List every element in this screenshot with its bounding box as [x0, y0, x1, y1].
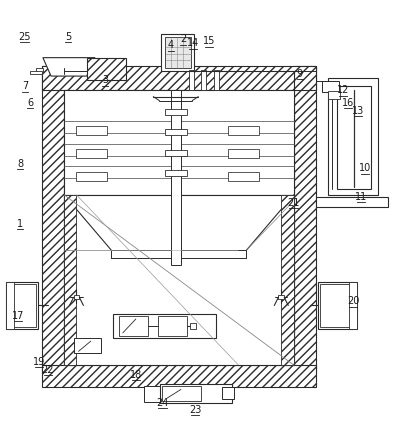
Bar	[76, 126, 107, 136]
Bar	[87, 58, 126, 80]
Bar	[30, 71, 42, 74]
Bar	[76, 149, 107, 158]
Text: 23: 23	[189, 405, 201, 415]
Text: 24: 24	[156, 397, 169, 408]
Bar	[349, 282, 357, 329]
Text: 4: 4	[168, 40, 174, 51]
Bar	[278, 295, 284, 299]
Text: 8: 8	[17, 159, 23, 169]
Text: 10: 10	[359, 163, 372, 173]
Bar	[160, 384, 232, 403]
Bar	[171, 90, 181, 264]
Bar	[120, 316, 148, 336]
Text: 11: 11	[355, 192, 367, 202]
Bar	[42, 365, 316, 387]
Bar	[281, 195, 293, 365]
Bar	[214, 70, 219, 90]
Bar	[76, 171, 107, 181]
Text: 9: 9	[297, 69, 303, 79]
Bar	[228, 171, 259, 181]
Bar	[337, 86, 372, 189]
Bar	[189, 70, 194, 90]
Bar	[64, 90, 293, 195]
Bar	[74, 295, 79, 299]
Text: 14: 14	[187, 38, 199, 48]
Text: 16: 16	[342, 98, 354, 108]
Bar	[164, 109, 187, 115]
Text: 3: 3	[102, 75, 108, 85]
Bar	[190, 323, 196, 329]
Bar	[158, 316, 187, 336]
Text: 17: 17	[12, 311, 25, 321]
Text: 1: 1	[17, 218, 23, 229]
Bar	[322, 81, 339, 93]
Bar	[162, 386, 201, 400]
Bar	[316, 197, 388, 207]
Bar	[64, 195, 293, 365]
Polygon shape	[43, 58, 95, 76]
Bar	[113, 314, 216, 338]
Bar	[222, 387, 234, 399]
Bar	[320, 284, 355, 327]
Bar	[328, 91, 340, 99]
Text: 21: 21	[287, 198, 300, 208]
Bar	[144, 386, 162, 402]
Text: 7: 7	[22, 82, 28, 91]
Bar	[64, 195, 76, 365]
Text: 25: 25	[18, 32, 31, 42]
Bar	[74, 338, 101, 354]
Text: 22: 22	[42, 365, 54, 375]
Bar	[318, 282, 357, 329]
Text: 5: 5	[65, 32, 72, 42]
Bar	[8, 284, 36, 327]
Text: 2: 2	[180, 34, 186, 44]
Text: 19: 19	[33, 357, 45, 367]
Text: 6: 6	[27, 98, 33, 108]
Text: 12: 12	[337, 85, 349, 95]
Bar	[328, 78, 378, 195]
Bar	[201, 70, 206, 90]
Bar	[228, 149, 259, 158]
Text: 13: 13	[352, 106, 364, 116]
Bar	[293, 66, 316, 373]
Bar	[164, 129, 187, 136]
Text: 18: 18	[130, 370, 142, 380]
Bar	[6, 282, 38, 329]
Bar	[164, 150, 187, 156]
Bar	[228, 126, 259, 136]
Bar	[161, 34, 194, 71]
Text: 20: 20	[347, 296, 359, 307]
Text: 15: 15	[203, 36, 215, 46]
Bar	[42, 66, 64, 373]
Bar	[6, 282, 14, 329]
Bar	[164, 37, 191, 68]
Bar	[164, 170, 187, 176]
Bar	[42, 66, 316, 90]
Bar	[35, 68, 43, 72]
